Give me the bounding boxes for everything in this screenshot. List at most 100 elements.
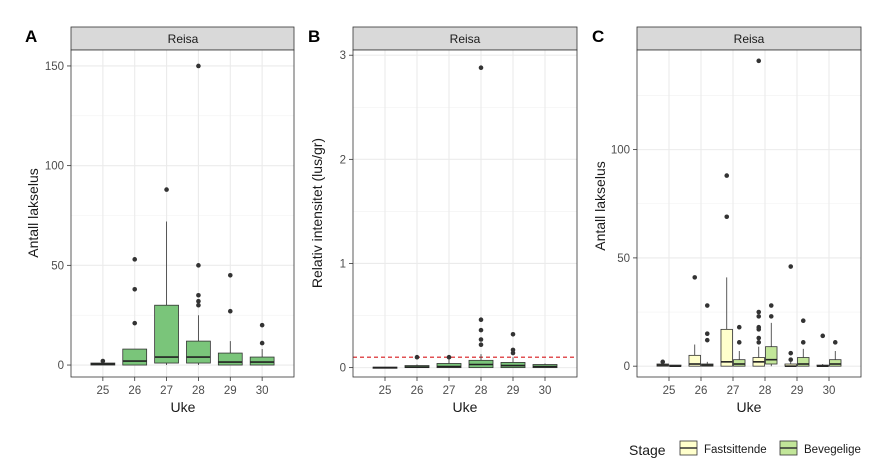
x-axis-title-a: Uke	[171, 399, 196, 415]
outlier-point	[756, 335, 762, 341]
outlier-point	[164, 187, 169, 192]
outlier-point	[259, 340, 265, 346]
outlier-point	[800, 340, 806, 345]
outlier-point	[820, 333, 826, 339]
x-tick-label: 29	[507, 385, 520, 397]
panel-c: 0 50 100 25 26 27 28 29 30	[611, 26, 862, 397]
box	[797, 357, 810, 367]
outlier-point	[132, 320, 138, 326]
plot-background	[71, 50, 294, 377]
plot-background	[637, 50, 861, 377]
outlier-point	[832, 340, 838, 345]
outlier-point	[132, 286, 138, 292]
y-tick-label: 100	[45, 161, 64, 173]
box	[688, 354, 701, 367]
panel-border	[636, 49, 862, 378]
outlier-point	[227, 273, 233, 278]
outlier-point	[756, 309, 762, 315]
y-tick-label: 3	[340, 50, 346, 62]
outlier-point	[756, 324, 762, 330]
y-tick-label: 0	[340, 363, 346, 375]
y-tick-label: 100	[611, 145, 630, 157]
y-axis-title-b: Relativ intensitet (lus/gr)	[309, 138, 325, 288]
y-tick-label: 0	[58, 360, 64, 372]
outlier-point	[227, 308, 233, 314]
outlier-point	[788, 357, 794, 362]
y-tick-label: 2	[340, 154, 346, 166]
x-tick-label: 29	[224, 385, 237, 397]
outlier-point	[196, 63, 201, 69]
box	[154, 304, 179, 364]
outlier-point	[478, 327, 484, 333]
x-tick-label: 30	[823, 385, 836, 397]
legend-label-fastsittende: Fastsittende	[704, 444, 767, 456]
x-tick-label: 26	[128, 385, 141, 397]
strip-label-a: Reisa	[168, 32, 199, 46]
strip-label-c: Reisa	[734, 32, 765, 46]
strip-label-b: Reisa	[450, 32, 481, 46]
y-tick-label: 50	[617, 253, 630, 265]
y-tick-label: 50	[51, 260, 64, 272]
outlier-point	[756, 340, 762, 345]
x-tick-label: 26	[411, 385, 424, 397]
outlier-point	[788, 264, 794, 269]
outlier-point	[704, 303, 710, 308]
x-tick-label: 28	[192, 385, 205, 397]
outlier-point	[736, 324, 742, 330]
y-axis-title-a: Antall lakselus	[25, 168, 41, 258]
legend-label-bevegelige: Bevegelige	[804, 444, 861, 456]
outlier-point	[478, 337, 484, 342]
x-tick-label: 28	[475, 385, 488, 397]
outlier-point	[414, 354, 420, 360]
box	[733, 359, 746, 367]
x-tick-label: 26	[695, 385, 708, 397]
outlier-point	[510, 347, 516, 353]
panel-b: 0 1 2 3 25 26 27 28 29 30	[340, 26, 578, 397]
x-tick-label: 27	[443, 385, 456, 397]
box	[186, 340, 211, 364]
x-tick-label: 25	[663, 385, 676, 397]
y-tick-label: 0	[624, 361, 630, 373]
outlier-point	[704, 331, 710, 336]
outlier-point	[660, 359, 666, 365]
outlier-point	[768, 314, 774, 319]
outlier-point	[478, 317, 484, 323]
outlier-point	[736, 340, 742, 345]
plot-background	[353, 50, 577, 377]
x-tick-label: 29	[791, 385, 804, 397]
y-axis-title-c: Antall lakselus	[592, 161, 608, 251]
x-tick-label: 28	[759, 385, 772, 397]
outlier-point	[196, 302, 201, 308]
outlier-point	[756, 314, 762, 319]
outlier-point	[756, 58, 762, 64]
outlier-point	[704, 337, 710, 343]
legend: Stage Fastsittende Bevegelige	[629, 440, 861, 458]
box	[249, 356, 275, 366]
outlier-point	[800, 318, 806, 323]
outlier-point	[259, 322, 265, 328]
x-tick-label: 30	[539, 385, 552, 397]
outlier-point	[724, 173, 730, 178]
panel-tag-b: B	[308, 27, 320, 46]
x-tick-label: 27	[160, 385, 173, 397]
x-tick-label: 25	[96, 385, 109, 397]
x-axis-title-b: Uke	[453, 399, 478, 415]
outlier-point	[196, 292, 201, 298]
outlier-point	[196, 298, 201, 304]
box	[720, 328, 733, 367]
outlier-point	[692, 275, 698, 280]
box	[122, 348, 148, 366]
outlier-point	[132, 257, 138, 262]
box	[829, 359, 842, 367]
box	[436, 363, 462, 369]
x-axis-title-c: Uke	[737, 399, 762, 415]
outlier-point	[768, 303, 774, 308]
outlier-point	[478, 342, 484, 348]
outlier-point	[100, 358, 106, 364]
panel-border	[352, 49, 578, 378]
panel-border	[70, 49, 295, 378]
x-tick-label: 27	[727, 385, 740, 397]
y-tick-label: 1	[340, 258, 346, 270]
x-tick-label: 25	[379, 385, 392, 397]
